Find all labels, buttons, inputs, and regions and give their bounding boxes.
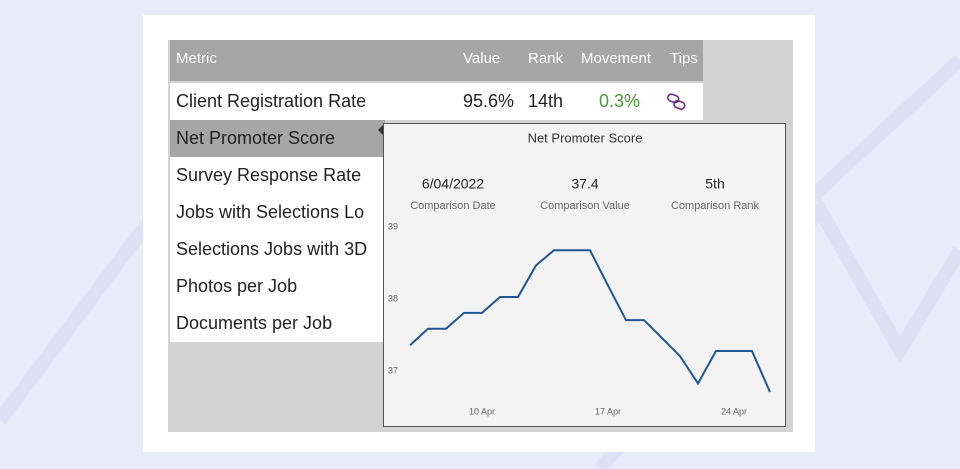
stat-label: Comparison Rank (671, 200, 760, 212)
cell: Client Registration Rate (176, 91, 366, 111)
cell: Net Promoter Score (176, 128, 335, 148)
x-tick-label: 24 Apr (721, 406, 747, 416)
table-row (170, 157, 385, 194)
y-tick-label: 37 (388, 366, 398, 376)
table-row (170, 83, 703, 120)
chart: 6/04/2022 Comparison Date 37.4 Comparison V… (388, 176, 771, 416)
stat-value: 6/04/2022 (422, 176, 484, 192)
table-row (170, 268, 385, 305)
cell: Selections Jobs with 3D (176, 239, 367, 259)
stat-label: Comparison Date (410, 200, 496, 212)
tips-icon[interactable] (667, 93, 686, 110)
cell: 95.6% (463, 91, 514, 111)
cell: 14th (528, 91, 563, 111)
stat-value: 5th (705, 176, 724, 192)
cell: Documents per Job (176, 313, 332, 333)
cell: Jobs with Selections Lo (176, 202, 364, 222)
cell: 0.3% (599, 91, 640, 111)
tooltip-title: Net Promoter Score (528, 130, 643, 145)
line (409, 249, 771, 393)
y-tick-label: 38 (388, 294, 398, 304)
table: Metric Value Rank Movement Tips Client Regist… (170, 40, 703, 342)
table-row (170, 231, 385, 268)
column-header: Rank (528, 50, 564, 67)
stat-label: Comparison Value (540, 200, 630, 212)
y-tick-label: 39 (388, 222, 398, 232)
table-row (170, 194, 385, 231)
column-header: Movement (581, 50, 652, 67)
tooltip (383, 123, 786, 427)
x-tick-label: 10 Apr (469, 406, 495, 416)
cell: Photos per Job (176, 276, 297, 296)
stat-value: 37.4 (571, 176, 598, 192)
column-header: Metric (176, 50, 217, 67)
x-tick-label: 17 Apr (595, 406, 621, 416)
column-header: Tips (670, 50, 698, 67)
tooltip-pointer (378, 124, 384, 136)
cell: Survey Response Rate (176, 165, 361, 185)
column-header: Value (463, 50, 500, 67)
header-row (170, 40, 703, 81)
table-row (170, 305, 385, 342)
table-row (170, 120, 385, 157)
